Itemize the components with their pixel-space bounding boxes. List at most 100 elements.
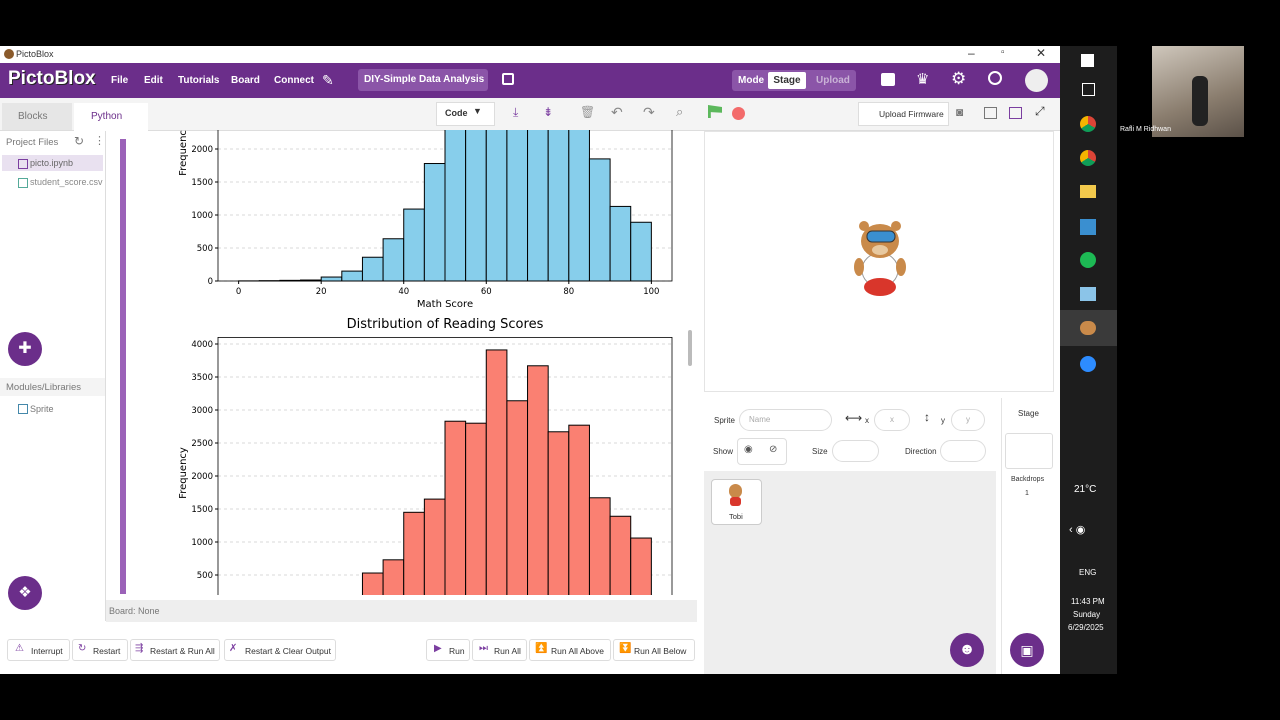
snapshot[interactable]: ◙ xyxy=(956,105,964,119)
close[interactable]: ✕ xyxy=(1036,46,1047,60)
layout-large[interactable] xyxy=(1009,107,1022,119)
menu-item[interactable]: Connect xyxy=(274,75,314,86)
show-icon[interactable]: ◉ xyxy=(744,444,753,455)
app-zoom[interactable] xyxy=(1080,356,1096,372)
button[interactable]: Restart xyxy=(72,639,128,661)
bar xyxy=(630,537,652,595)
avatar[interactable] xyxy=(1025,69,1048,92)
bar xyxy=(609,205,632,282)
logo[interactable]: PictoBlox xyxy=(8,68,96,89)
name-input[interactable]: Name xyxy=(739,409,832,431)
x-tick-label: 100 xyxy=(643,287,659,297)
app-chrome[interactable] xyxy=(1080,116,1096,132)
menu-item[interactable]: File xyxy=(111,75,129,86)
cell-down[interactable]: ⇟ xyxy=(543,105,554,119)
project-name[interactable]: DIY-Simple Data Analysis xyxy=(358,69,488,91)
add-backdrop[interactable]: ▣ xyxy=(1010,633,1044,667)
clock-time[interactable]: 11:43 PM xyxy=(1071,597,1105,606)
button[interactable]: Run All xyxy=(472,639,527,661)
settings-icon[interactable]: ⚙ xyxy=(951,69,967,88)
save-icon[interactable] xyxy=(502,73,514,85)
button[interactable]: Interrupt xyxy=(7,639,70,661)
backdrop-thumb[interactable] xyxy=(1005,433,1053,469)
section-title: Project Files xyxy=(6,137,59,148)
x-input[interactable]: x xyxy=(874,409,910,431)
y-tick-label: 2500 xyxy=(191,439,213,449)
status-bar: Board: None xyxy=(106,600,697,622)
menu-item[interactable]: Edit xyxy=(144,75,163,86)
layout-small[interactable] xyxy=(984,107,997,119)
file[interactable]: student_score.csv xyxy=(30,177,103,187)
stage-title: Stage xyxy=(1018,409,1039,418)
delete[interactable]: 🗑 xyxy=(580,105,596,119)
icon: ⏬ xyxy=(619,643,632,654)
language-icon[interactable] xyxy=(988,71,1002,85)
button[interactable]: Run xyxy=(426,639,470,661)
search[interactable]: ⌕ xyxy=(676,104,684,119)
tab[interactable]: Python xyxy=(91,111,123,122)
stage-button[interactable]: Stage xyxy=(768,72,806,89)
weather[interactable]: 21°C xyxy=(1074,484,1097,495)
hide-icon[interactable]: ⊘ xyxy=(769,444,778,455)
clock-date[interactable]: 6/29/2025 xyxy=(1068,623,1104,632)
maximize[interactable]: ▫ xyxy=(1001,47,1005,58)
feedback-icon[interactable] xyxy=(881,73,895,86)
app-store[interactable] xyxy=(1080,219,1096,235)
x-axis-label: Math Score xyxy=(417,299,473,310)
title-bar: PictoBlox – ▫ ✕ xyxy=(0,46,1060,63)
app[interactable] xyxy=(1080,287,1096,301)
button[interactable]: Run All Above xyxy=(529,639,611,661)
app-pictoblox[interactable] xyxy=(1080,321,1096,335)
y-axis-label: Frequency xyxy=(178,447,189,499)
button[interactable]: Restart & Clear Output xyxy=(224,639,336,661)
label: y xyxy=(941,416,945,425)
y-tick-label: 4000 xyxy=(191,340,213,350)
cell-up[interactable]: ⤓ xyxy=(513,105,519,119)
menu-item[interactable]: Tutorials xyxy=(178,75,220,86)
sprite-thumb xyxy=(729,484,742,498)
file[interactable]: picto.ipynb xyxy=(30,158,74,168)
fullscreen[interactable]: ⤢ xyxy=(1035,104,1045,118)
visibility-toggle[interactable] xyxy=(737,438,787,465)
task-view[interactable] xyxy=(1082,83,1095,96)
app-spotify[interactable] xyxy=(1080,252,1096,268)
size-input[interactable] xyxy=(832,440,879,462)
y-input[interactable]: y xyxy=(951,409,985,431)
bar xyxy=(403,208,425,282)
app-explorer[interactable] xyxy=(1080,185,1096,198)
bar xyxy=(465,422,487,595)
sprite-panel: Sprite Name ⟷ x x ↕ y y Show ◉ ⊘ Size Di… xyxy=(704,398,996,674)
code-dropdown[interactable] xyxy=(436,102,495,126)
x-tick-label: 20 xyxy=(316,287,327,297)
more[interactable]: ⋮ xyxy=(94,135,105,147)
redo[interactable]: ↷ xyxy=(643,104,655,120)
y-tick-label: 1000 xyxy=(191,538,213,548)
clock-day[interactable]: Sunday xyxy=(1073,610,1101,619)
undo[interactable]: ↶ xyxy=(611,104,623,120)
bar xyxy=(361,572,384,595)
tab[interactable]: Blocks xyxy=(18,111,48,122)
green-flag[interactable] xyxy=(708,105,722,118)
trophy-icon[interactable]: ♛ xyxy=(916,71,930,88)
upload-button[interactable]: Upload xyxy=(816,75,850,86)
upload-firmware-button[interactable] xyxy=(858,102,949,126)
chart-output: 0 500 1000 1500 2000 0 20 40 60 80 100 Math Score Fr… xyxy=(178,130,673,595)
start[interactable] xyxy=(1081,54,1094,67)
add-module[interactable]: ❖ xyxy=(8,576,42,610)
extension-icon[interactable]: ✎ xyxy=(322,72,334,88)
stop[interactable] xyxy=(732,107,745,120)
button[interactable]: Run All Below xyxy=(613,639,695,661)
refresh[interactable]: ↻ xyxy=(74,134,85,148)
minimize[interactable]: – xyxy=(968,46,975,60)
add-sprite[interactable]: ☻ xyxy=(950,633,984,667)
button[interactable]: Restart & Run All xyxy=(130,639,220,661)
tab-bg xyxy=(74,103,148,131)
tray[interactable]: ‹ ◉ xyxy=(1069,524,1086,536)
direction-input[interactable] xyxy=(940,440,986,462)
menu-item[interactable]: Board xyxy=(231,75,260,86)
add-extension[interactable]: ✚ xyxy=(8,332,42,366)
app-chrome[interactable] xyxy=(1080,150,1096,166)
bar xyxy=(361,256,384,282)
language[interactable]: ENG xyxy=(1079,568,1097,577)
library[interactable]: Sprite xyxy=(30,404,54,414)
